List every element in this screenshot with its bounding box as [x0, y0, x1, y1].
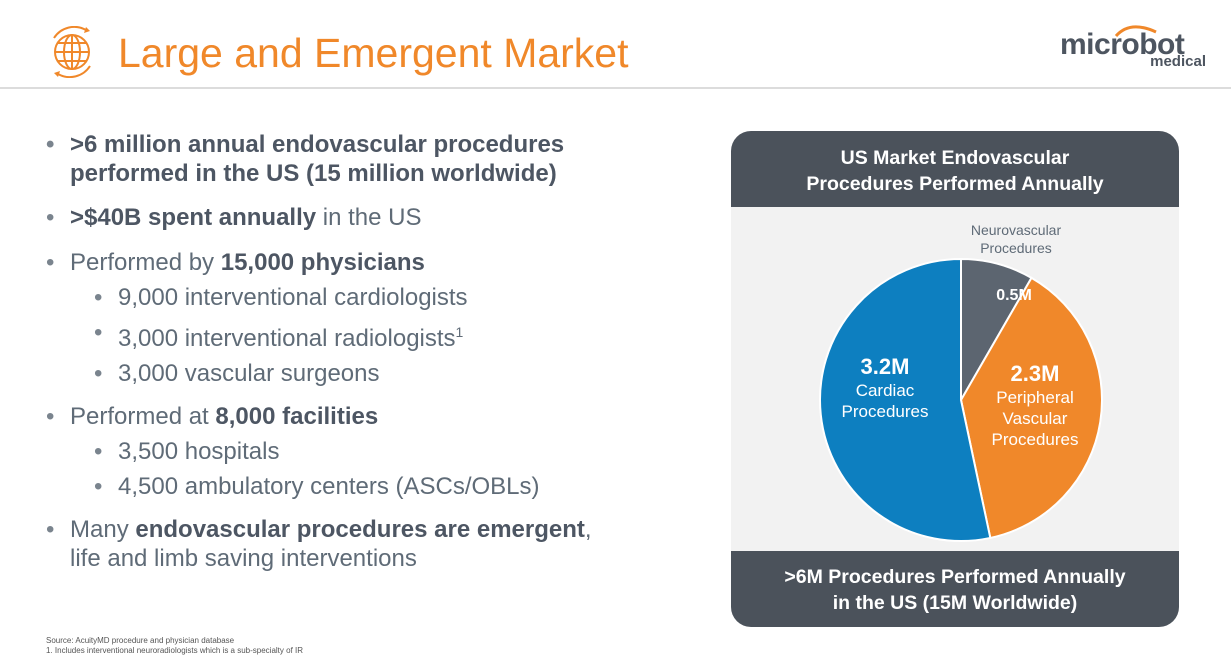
bullet-facilities-plain: Performed at — [70, 403, 216, 430]
slide-header: Large and Emergent Market microbot medic… — [0, 0, 1231, 89]
chart-footer-line2: in the US (15M Worldwide) — [832, 592, 1078, 614]
sub-bullet-hospitals: 3,500 hospitals — [46, 437, 706, 466]
chart-title-line1: US Market Endovascular — [840, 147, 1070, 169]
bullet-physicians: Performed by 15,000 physicians — [46, 248, 706, 277]
footnote: 1. Includes interventional neuroradiolog… — [46, 646, 304, 655]
bullet-physicians-plain: Performed by — [70, 249, 221, 276]
company-logo: microbot medical — [1058, 22, 1208, 74]
bullet-procedures: >6 million annual endovascular procedure… — [46, 130, 660, 188]
bullet-facilities-bold: 8,000 facilities — [215, 403, 379, 430]
chart-panel-header — [731, 131, 1179, 207]
pie-slice-3 — [819, 257, 992, 542]
logo-wordmark: microbot — [1060, 28, 1185, 61]
bullet-list: >6 million annual endovascular procedure… — [46, 130, 706, 573]
globe-icon — [53, 26, 91, 78]
sub-bullet-cardiologists: 9,000 interventional cardiologists — [46, 283, 706, 312]
chart-title: US Market Endovascular Procedures Perfor… — [731, 145, 1179, 197]
sub-bullet-surgeons: 3,000 vascular surgeons — [46, 359, 706, 388]
chart-panel: US Market Endovascular Procedures Perfor… — [731, 131, 1179, 627]
bullet-spend-rest: in the US — [316, 204, 422, 231]
bullet-emergent-line2: life and limb saving interventions — [70, 545, 417, 572]
sub-bullet-radiologists-text: 3,000 interventional radiologists — [118, 325, 456, 352]
pie-value-label-3: 3.2M — [861, 354, 910, 379]
header-divider — [0, 87, 1231, 89]
footnote-marker: 1 — [455, 324, 464, 340]
bullet-spend: >$40B spent annually in the US — [46, 203, 706, 232]
chart-title-line2: Procedures Performed Annually — [806, 173, 1104, 195]
logo-arc-icon — [1114, 25, 1157, 38]
sub-bullet-radiologists: 3,000 interventional radiologists1 — [46, 318, 706, 353]
sub-bullet-ambulatory: 4,500 ambulatory centers (ASCs/OBLs) — [46, 472, 706, 501]
bullet-emergent-rest: , — [584, 516, 592, 543]
pie-slice-2 — [959, 276, 1103, 540]
pie-value-label-1: 0.5M — [996, 287, 1032, 304]
bullet-emergent-bold: endovascular procedures are emergent — [135, 516, 585, 543]
pie-category-label-1: Neurovascular Procedures — [971, 222, 1062, 256]
bullet-emergent: Many endovascular procedures are emergen… — [46, 515, 706, 573]
bullet-spend-bold: >$40B spent annually — [70, 204, 317, 231]
chart-footer-line1: >6M Procedures Performed Annually — [784, 566, 1126, 588]
slide-title: Large and Emergent Market — [118, 30, 629, 76]
chart-panel-footer — [731, 551, 1179, 627]
source-notes: Source: AcuityMD procedure and physician… — [46, 636, 303, 656]
pie-value-label-2: 2.3M — [1011, 361, 1060, 386]
pie-category-label-3: Cardiac Procedures — [842, 381, 929, 421]
pie-category-label-2: Peripheral Vascular Procedures — [992, 388, 1079, 449]
logo-subtext: medical — [1150, 53, 1206, 70]
bullet-emergent-plain: Many — [70, 516, 136, 543]
pie-chart: 0.5M Neurovascular Procedures 2.3MPeriphera… — [819, 222, 1103, 542]
bullet-physicians-bold: 15,000 physicians — [220, 249, 425, 276]
source-note: Source: AcuityMD procedure and physician… — [46, 636, 235, 645]
bullet-facilities: Performed at 8,000 facilities — [46, 402, 706, 431]
chart-footer-text: >6M Procedures Performed Annually in the… — [731, 564, 1179, 616]
